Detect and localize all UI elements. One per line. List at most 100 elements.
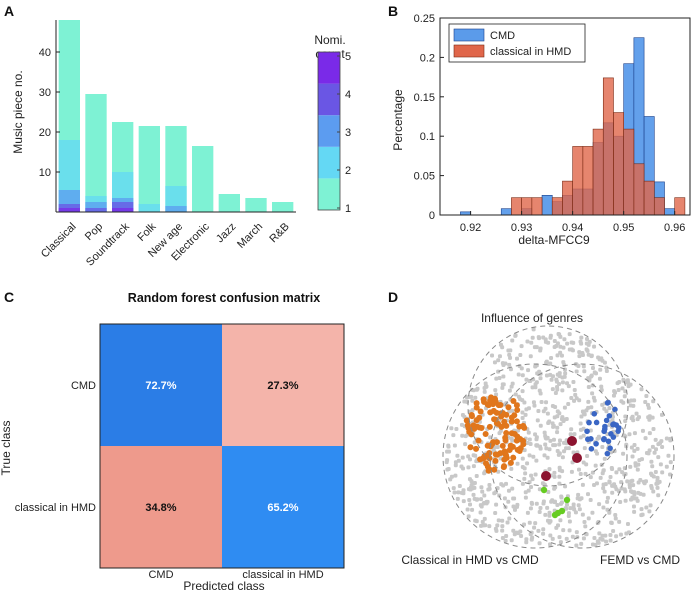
background-dot <box>644 505 649 510</box>
bar-r-b-count-1 <box>272 202 294 212</box>
background-dot <box>500 528 505 533</box>
blue-dot <box>605 438 612 445</box>
background-dot <box>598 536 603 541</box>
background-dot <box>541 531 546 536</box>
green-dot <box>558 507 566 515</box>
background-dot <box>580 351 585 356</box>
background-dot <box>564 446 569 451</box>
venn-circle-left <box>442 363 628 549</box>
hist-bar-classical-in-hmd <box>653 197 665 216</box>
background-dot <box>547 467 552 472</box>
background-dot <box>510 408 515 413</box>
background-dot <box>449 426 454 431</box>
background-dot <box>457 483 462 488</box>
background-dot <box>529 485 534 490</box>
background-dot <box>541 409 546 414</box>
background-dot <box>608 474 613 479</box>
background-dot <box>573 392 578 397</box>
background-dot <box>548 519 553 524</box>
background-dot <box>445 467 450 472</box>
panel-b-legend: CMD classical in HMD <box>448 23 586 63</box>
background-dot <box>582 369 587 374</box>
hist-bar-classical-in-hmd <box>582 146 594 216</box>
background-dot <box>545 505 550 510</box>
background-dot <box>519 366 524 371</box>
background-dot <box>541 499 546 504</box>
background-dot <box>552 344 557 349</box>
background-dot <box>593 463 598 468</box>
background-dot <box>541 335 546 340</box>
orange-dot <box>486 450 493 457</box>
background-dot <box>569 427 574 432</box>
background-dot <box>520 389 525 394</box>
background-dot <box>561 360 566 365</box>
background-dot <box>659 412 664 417</box>
background-dot <box>532 345 537 350</box>
background-dot <box>490 353 495 358</box>
background-dot <box>610 483 615 488</box>
background-dot <box>542 430 547 435</box>
colorbar-segment-4 <box>318 83 340 116</box>
background-dot <box>509 466 514 471</box>
background-dot <box>646 451 651 456</box>
background-dot <box>613 513 618 518</box>
orange-dot <box>465 425 472 432</box>
background-dot <box>555 503 560 508</box>
background-dot <box>617 519 622 524</box>
background-dot <box>538 423 543 428</box>
background-dot <box>595 539 600 544</box>
orange-dot <box>513 418 520 425</box>
background-dot <box>558 518 563 523</box>
cell-cmd-classical <box>222 324 344 446</box>
blue-dot <box>604 400 611 406</box>
background-dot <box>609 521 614 526</box>
background-dot <box>534 380 539 385</box>
background-dot <box>594 481 599 486</box>
background-dot <box>608 532 613 537</box>
background-dot <box>628 464 633 469</box>
background-dot <box>561 528 566 533</box>
row-label-cmd: CMD <box>71 380 96 392</box>
background-dot <box>643 436 648 441</box>
panel-a-yticks: 10 20 30 40 <box>39 47 60 179</box>
background-dot <box>578 421 583 426</box>
background-dot <box>634 411 639 416</box>
background-dot <box>506 488 511 493</box>
orange-dot <box>510 454 517 461</box>
background-dot <box>455 453 460 458</box>
background-dot <box>589 373 594 378</box>
background-dot <box>549 356 554 361</box>
bar-jazz-count-1 <box>218 194 240 212</box>
background-dot <box>500 385 505 390</box>
colorbar-segment-2 <box>318 146 340 179</box>
background-dot <box>543 512 548 517</box>
background-dot <box>482 389 487 394</box>
background-dot <box>557 438 562 443</box>
background-dot <box>597 531 602 536</box>
ytick-label: 0.15 <box>414 92 435 104</box>
background-dot <box>577 507 582 512</box>
background-dot <box>463 442 468 447</box>
background-dot <box>619 480 624 485</box>
background-dot <box>578 435 583 440</box>
background-dot <box>533 432 538 437</box>
background-dot <box>531 454 536 459</box>
background-dot <box>520 373 525 378</box>
background-dot <box>560 375 565 380</box>
orange-dot <box>477 408 484 415</box>
background-dot <box>597 435 602 440</box>
background-dot <box>496 369 501 374</box>
background-dot <box>484 384 489 389</box>
background-dot <box>591 395 596 400</box>
background-dot <box>562 405 567 410</box>
background-dot <box>589 405 594 410</box>
background-dot <box>593 449 598 454</box>
background-dot <box>505 520 510 525</box>
background-dot <box>656 455 661 460</box>
background-dot <box>604 409 609 414</box>
background-dot <box>498 342 503 347</box>
background-dot <box>526 368 531 373</box>
background-dot <box>492 491 497 496</box>
background-dot <box>470 408 475 413</box>
